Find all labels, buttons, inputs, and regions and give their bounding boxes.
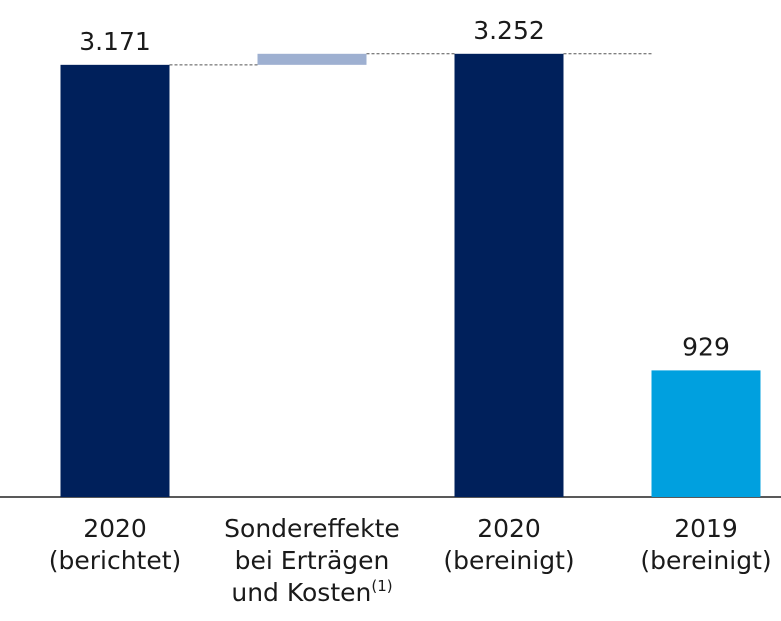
x-tick-label: und Kosten(1)	[231, 577, 392, 608]
x-tick-label: (bereinigt)	[640, 546, 771, 575]
x-tick-label-line: (berichtet)	[49, 546, 182, 575]
x-tick-label: 2019	[674, 514, 738, 543]
x-tick-label: (bereinigt)	[443, 546, 574, 575]
bar	[651, 370, 761, 497]
x-tick-label: 2020	[83, 514, 147, 543]
x-tick-label-line: Sondereffekte	[224, 514, 400, 543]
bar	[454, 53, 564, 497]
x-tick-label-line: (bereinigt)	[443, 546, 574, 575]
x-tick-label-line: und Kosten	[231, 578, 371, 607]
x-tick-label: (berichtet)	[49, 546, 182, 575]
x-tick-label-line: 2020	[83, 514, 147, 543]
x-tick-label: bei Erträgen	[235, 546, 390, 575]
value-label: 929	[682, 332, 730, 361]
x-tick-label-line: (bereinigt)	[640, 546, 771, 575]
x-tick-label-line: 2019	[674, 514, 738, 543]
x-tick-label: Sondereffekte	[224, 514, 400, 543]
x-tick-label-line: 2020	[477, 514, 541, 543]
x-tick-label-line: bei Erträgen	[235, 546, 390, 575]
bar	[257, 53, 367, 65]
footnote-mark: (1)	[371, 577, 392, 595]
bar	[60, 64, 170, 497]
value-label: 3.171	[79, 27, 151, 56]
x-tick-label: 2020	[477, 514, 541, 543]
value-label: 3.252	[473, 16, 545, 45]
